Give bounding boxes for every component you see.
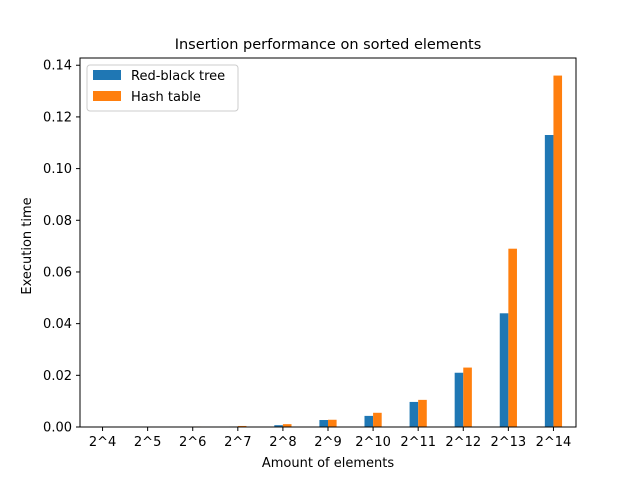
x-tick-label: 2^11 [400, 435, 436, 450]
x-tick-label: 2^14 [536, 435, 572, 450]
x-tick-label: 2^12 [445, 435, 481, 450]
y-tick-label: 0.12 [43, 110, 72, 125]
bar-hash-table-2-13 [508, 248, 517, 427]
x-tick-label: 2^8 [269, 435, 296, 450]
legend: Red-black tree Hash table [86, 64, 239, 112]
bar-red-black-tree-2-14 [544, 135, 554, 427]
bar-hash-table-2-7 [237, 425, 247, 427]
y-tick-label: 0.00 [43, 421, 72, 436]
bar-red-black-tree-2-9 [319, 420, 328, 427]
legend-swatch-red-black-tree [93, 70, 121, 80]
y-tick-label: 0.08 [43, 214, 72, 229]
x-tick-label: 2^13 [491, 435, 527, 450]
x-tick-label: 2^5 [134, 435, 161, 450]
axes-layer: 2^4 2^5 2^6 2^7 2^8 2^9 2^10 2^11 2^12 2^13 2^14 0.… [43, 57, 577, 450]
legend-label-hash-table: Hash table [131, 90, 201, 105]
x-tick-label: 2^7 [224, 435, 251, 450]
x-tick-label: 2^6 [179, 435, 206, 450]
bar-hash-table-2-10 [373, 412, 382, 427]
bars-layer [93, 75, 563, 427]
y-tick-label: 0.02 [43, 369, 72, 384]
bar-hash-table-2-12 [463, 367, 472, 427]
y-tick-label: 0.06 [43, 265, 72, 280]
bar-red-black-tree-2-10 [364, 415, 374, 427]
bar-hash-table-2-14 [553, 75, 563, 427]
chart-title: Insertion performance on sorted elements [175, 37, 482, 53]
bar-hash-table-2-9 [328, 419, 337, 427]
bar-red-black-tree-2-12 [454, 372, 464, 427]
y-tick-label: 0.10 [43, 162, 72, 177]
legend-swatch-hash-table [93, 91, 121, 101]
x-tick-label: 2^9 [314, 435, 341, 450]
y-tick-label: 0.14 [43, 59, 72, 74]
x-tick-label: 2^4 [89, 435, 116, 450]
legend-box [86, 64, 239, 112]
y-axis-label: Execution time [20, 197, 35, 294]
y-tick-label: 0.04 [43, 317, 72, 332]
x-tick-label: 2^10 [355, 435, 391, 450]
bar-hash-table-2-8 [282, 424, 292, 427]
x-axis-label: Amount of elements [262, 456, 394, 471]
bar-red-black-tree-2-8 [274, 425, 283, 427]
legend-label-red-black-tree: Red-black tree [131, 69, 225, 84]
bar-hash-table-2-11 [418, 399, 427, 427]
bar-red-black-tree-2-13 [499, 313, 509, 427]
bar-red-black-tree-2-11 [409, 401, 419, 427]
